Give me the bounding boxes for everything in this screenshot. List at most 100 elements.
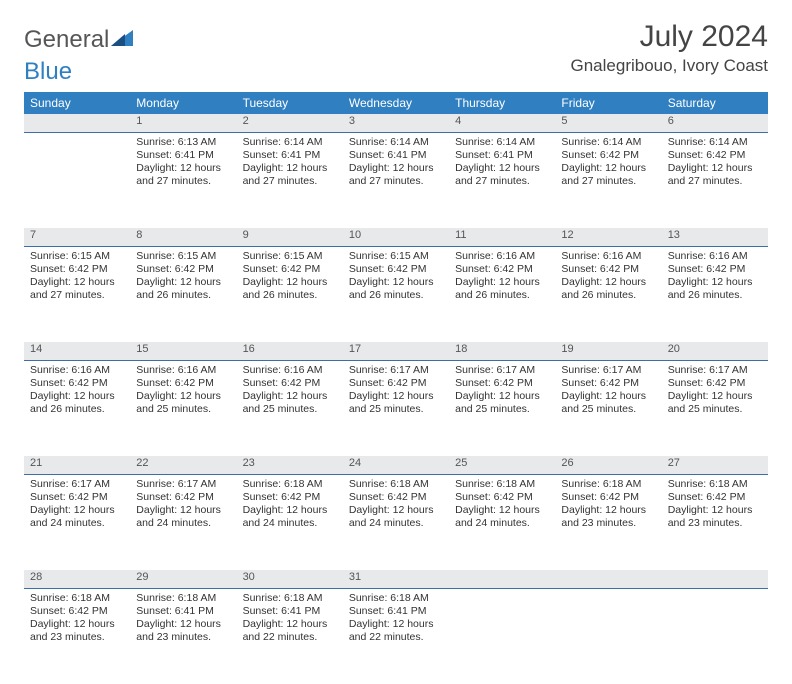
sunrise-text: Sunrise: 6:15 AM	[243, 250, 337, 263]
day1-text: Daylight: 12 hours	[349, 276, 443, 289]
day-cell: Sunrise: 6:18 AMSunset: 6:41 PMDaylight:…	[130, 589, 236, 684]
day2-text: and 26 minutes.	[561, 289, 655, 302]
day2-text: and 23 minutes.	[136, 631, 230, 644]
day-cell	[555, 589, 661, 684]
day2-text: and 24 minutes.	[243, 517, 337, 530]
day1-text: Daylight: 12 hours	[136, 276, 230, 289]
day-cell: Sunrise: 6:16 AMSunset: 6:42 PMDaylight:…	[24, 361, 130, 457]
sunrise-text: Sunrise: 6:18 AM	[136, 592, 230, 605]
weekday-header: Sunday	[24, 92, 130, 114]
day1-text: Daylight: 12 hours	[243, 162, 337, 175]
day2-text: and 24 minutes.	[30, 517, 124, 530]
day2-text: and 25 minutes.	[668, 403, 762, 416]
day1-text: Daylight: 12 hours	[30, 504, 124, 517]
day2-text: and 26 minutes.	[668, 289, 762, 302]
sunset-text: Sunset: 6:42 PM	[243, 491, 337, 504]
day-number: 19	[555, 342, 661, 361]
sunrise-text: Sunrise: 6:14 AM	[561, 136, 655, 149]
day-number: 30	[237, 570, 343, 589]
sunrise-text: Sunrise: 6:18 AM	[561, 478, 655, 491]
day-content-row: Sunrise: 6:15 AMSunset: 6:42 PMDaylight:…	[24, 247, 768, 343]
day-number: 15	[130, 342, 236, 361]
sunrise-text: Sunrise: 6:18 AM	[243, 478, 337, 491]
day-cell: Sunrise: 6:18 AMSunset: 6:42 PMDaylight:…	[237, 475, 343, 571]
day1-text: Daylight: 12 hours	[455, 390, 549, 403]
day-cell: Sunrise: 6:15 AMSunset: 6:42 PMDaylight:…	[343, 247, 449, 343]
day-number	[24, 114, 130, 133]
weekday-header-row: Sunday Monday Tuesday Wednesday Thursday…	[24, 92, 768, 114]
day-cell: Sunrise: 6:13 AMSunset: 6:41 PMDaylight:…	[130, 133, 236, 229]
day-number: 7	[24, 228, 130, 247]
day1-text: Daylight: 12 hours	[136, 504, 230, 517]
brand-text-general: General	[24, 26, 109, 54]
sunset-text: Sunset: 6:42 PM	[668, 149, 762, 162]
day2-text: and 27 minutes.	[243, 175, 337, 188]
sunrise-text: Sunrise: 6:13 AM	[136, 136, 230, 149]
sunrise-text: Sunrise: 6:18 AM	[243, 592, 337, 605]
sunset-text: Sunset: 6:41 PM	[455, 149, 549, 162]
day1-text: Daylight: 12 hours	[455, 276, 549, 289]
sunset-text: Sunset: 6:42 PM	[136, 491, 230, 504]
day-number: 29	[130, 570, 236, 589]
weekday-header: Tuesday	[237, 92, 343, 114]
sunset-text: Sunset: 6:42 PM	[243, 377, 337, 390]
sunrise-text: Sunrise: 6:16 AM	[243, 364, 337, 377]
day1-text: Daylight: 12 hours	[561, 276, 655, 289]
day1-text: Daylight: 12 hours	[455, 504, 549, 517]
day1-text: Daylight: 12 hours	[349, 162, 443, 175]
day-number: 8	[130, 228, 236, 247]
day2-text: and 25 minutes.	[455, 403, 549, 416]
sunset-text: Sunset: 6:42 PM	[30, 491, 124, 504]
day-cell: Sunrise: 6:18 AMSunset: 6:42 PMDaylight:…	[662, 475, 768, 571]
day-cell: Sunrise: 6:15 AMSunset: 6:42 PMDaylight:…	[237, 247, 343, 343]
sunrise-text: Sunrise: 6:17 AM	[668, 364, 762, 377]
day-number	[555, 570, 661, 589]
day-number: 1	[130, 114, 236, 133]
sunrise-text: Sunrise: 6:15 AM	[136, 250, 230, 263]
day2-text: and 23 minutes.	[30, 631, 124, 644]
day1-text: Daylight: 12 hours	[136, 390, 230, 403]
day-cell: Sunrise: 6:17 AMSunset: 6:42 PMDaylight:…	[449, 361, 555, 457]
day-number: 22	[130, 456, 236, 475]
day-cell: Sunrise: 6:18 AMSunset: 6:41 PMDaylight:…	[343, 589, 449, 684]
day-number	[449, 570, 555, 589]
sunset-text: Sunset: 6:42 PM	[243, 263, 337, 276]
day-cell: Sunrise: 6:17 AMSunset: 6:42 PMDaylight:…	[130, 475, 236, 571]
day-number: 17	[343, 342, 449, 361]
sunset-text: Sunset: 6:42 PM	[561, 377, 655, 390]
day-number: 18	[449, 342, 555, 361]
day-cell: Sunrise: 6:17 AMSunset: 6:42 PMDaylight:…	[24, 475, 130, 571]
day-cell: Sunrise: 6:14 AMSunset: 6:41 PMDaylight:…	[237, 133, 343, 229]
day-cell	[449, 589, 555, 684]
day-number-row: 28293031	[24, 570, 768, 589]
day-number: 6	[662, 114, 768, 133]
day1-text: Daylight: 12 hours	[30, 276, 124, 289]
day1-text: Daylight: 12 hours	[243, 390, 337, 403]
sunset-text: Sunset: 6:42 PM	[349, 263, 443, 276]
location-text: Gnalegribouo, Ivory Coast	[571, 56, 769, 76]
day1-text: Daylight: 12 hours	[136, 618, 230, 631]
sunrise-text: Sunrise: 6:18 AM	[30, 592, 124, 605]
day-cell: Sunrise: 6:15 AMSunset: 6:42 PMDaylight:…	[24, 247, 130, 343]
sunrise-text: Sunrise: 6:18 AM	[349, 478, 443, 491]
day-cell: Sunrise: 6:14 AMSunset: 6:42 PMDaylight:…	[662, 133, 768, 229]
day-cell: Sunrise: 6:18 AMSunset: 6:42 PMDaylight:…	[343, 475, 449, 571]
sunset-text: Sunset: 6:42 PM	[455, 263, 549, 276]
sunrise-text: Sunrise: 6:17 AM	[136, 478, 230, 491]
day-number: 27	[662, 456, 768, 475]
day2-text: and 24 minutes.	[349, 517, 443, 530]
sunset-text: Sunset: 6:42 PM	[455, 377, 549, 390]
day-number: 16	[237, 342, 343, 361]
day2-text: and 24 minutes.	[455, 517, 549, 530]
day-cell: Sunrise: 6:14 AMSunset: 6:41 PMDaylight:…	[343, 133, 449, 229]
day1-text: Daylight: 12 hours	[243, 618, 337, 631]
day2-text: and 26 minutes.	[243, 289, 337, 302]
sunset-text: Sunset: 6:41 PM	[349, 149, 443, 162]
sunset-text: Sunset: 6:42 PM	[349, 491, 443, 504]
day-content-row: Sunrise: 6:17 AMSunset: 6:42 PMDaylight:…	[24, 475, 768, 571]
sunset-text: Sunset: 6:42 PM	[136, 263, 230, 276]
weekday-header: Wednesday	[343, 92, 449, 114]
sunset-text: Sunset: 6:42 PM	[455, 491, 549, 504]
day2-text: and 27 minutes.	[455, 175, 549, 188]
calendar-table: Sunday Monday Tuesday Wednesday Thursday…	[24, 92, 768, 684]
